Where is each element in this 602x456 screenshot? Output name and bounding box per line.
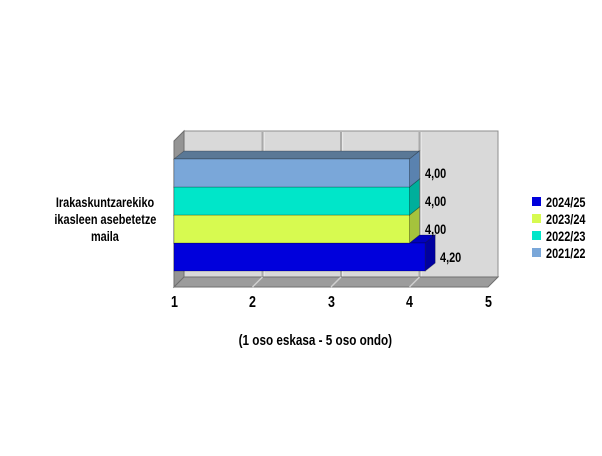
bar-front-face bbox=[173, 186, 410, 216]
floor-tick bbox=[408, 276, 421, 288]
legend-swatch-icon bbox=[532, 248, 541, 257]
x-tick-text: 4 bbox=[406, 294, 413, 311]
data-label: 4,00 bbox=[425, 164, 452, 182]
legend-label: 2021/22 bbox=[546, 245, 597, 261]
floor-tick bbox=[251, 276, 264, 288]
legend-label-text: 2023/24 bbox=[546, 210, 586, 227]
x-tick-text: 1 bbox=[170, 294, 178, 311]
legend-label-text: 2024/25 bbox=[546, 193, 586, 210]
data-label: 4,00 bbox=[425, 192, 452, 210]
floor-tick-marks bbox=[251, 276, 421, 288]
legend-swatch-icon bbox=[532, 197, 541, 206]
x-axis-title: (1 oso eskasa - 5 oso ondo) bbox=[165, 332, 465, 349]
y-axis-category-line: Irakaskuntzarekiko bbox=[33, 194, 177, 211]
legend-label: 2024/25 bbox=[546, 194, 597, 210]
legend: 2024/25 2023/24 2022/23 2021/22 bbox=[532, 193, 597, 261]
x-tick-text: 2 bbox=[249, 294, 256, 311]
legend-item-2021/22: 2021/22 bbox=[532, 244, 597, 261]
legend-label-text: 2022/23 bbox=[546, 227, 586, 244]
legend-item-2024/25: 2024/25 bbox=[532, 193, 597, 210]
y-axis-category-line: maila bbox=[33, 228, 177, 245]
legend-label: 2023/24 bbox=[546, 211, 597, 227]
x-tick-text: 3 bbox=[327, 294, 335, 311]
x-axis-title-text: (1 oso eskasa - 5 oso ondo) bbox=[238, 332, 392, 349]
data-label: 4,00 bbox=[425, 220, 452, 238]
bar-front-face bbox=[173, 242, 426, 272]
legend-swatch-icon bbox=[532, 214, 541, 223]
data-label-text: 4,20 bbox=[440, 249, 462, 265]
data-label-text: 4,00 bbox=[424, 193, 446, 209]
x-tick-label: 2 bbox=[233, 294, 273, 312]
legend-swatch-icon bbox=[532, 231, 541, 240]
y-axis-category-text: ikasleen asebetetze bbox=[54, 211, 156, 227]
legend-item-2022/23: 2022/23 bbox=[532, 227, 597, 244]
legend-label: 2022/23 bbox=[546, 228, 597, 244]
data-label-text: 4,00 bbox=[424, 165, 446, 181]
bar-2021/22 bbox=[172, 150, 421, 188]
x-tick-label: 5 bbox=[468, 294, 508, 312]
y-axis-category-line: ikasleen asebetetze bbox=[33, 211, 177, 228]
bar-front-face bbox=[173, 158, 410, 188]
bar-front-face bbox=[173, 214, 410, 244]
bar-top-face bbox=[172, 150, 421, 160]
y-axis-category-text: Irakaskuntzarekiko bbox=[55, 194, 155, 210]
data-label-text: 4,00 bbox=[424, 221, 446, 237]
bars bbox=[172, 150, 437, 272]
y-axis-category-label: Irakaskuntzarekiko ikasleen asebetetze mai… bbox=[33, 194, 177, 245]
y-axis-category-text: maila bbox=[91, 228, 119, 244]
floor-tick bbox=[330, 276, 342, 288]
x-tick-text: 5 bbox=[484, 294, 492, 311]
data-label: 4,20 bbox=[440, 248, 467, 266]
x-tick-label: 1 bbox=[154, 294, 194, 312]
x-tick-label: 3 bbox=[311, 294, 351, 312]
legend-item-2023/24: 2023/24 bbox=[532, 210, 597, 227]
legend-label-text: 2021/22 bbox=[546, 244, 586, 261]
x-tick-label: 4 bbox=[390, 294, 430, 312]
